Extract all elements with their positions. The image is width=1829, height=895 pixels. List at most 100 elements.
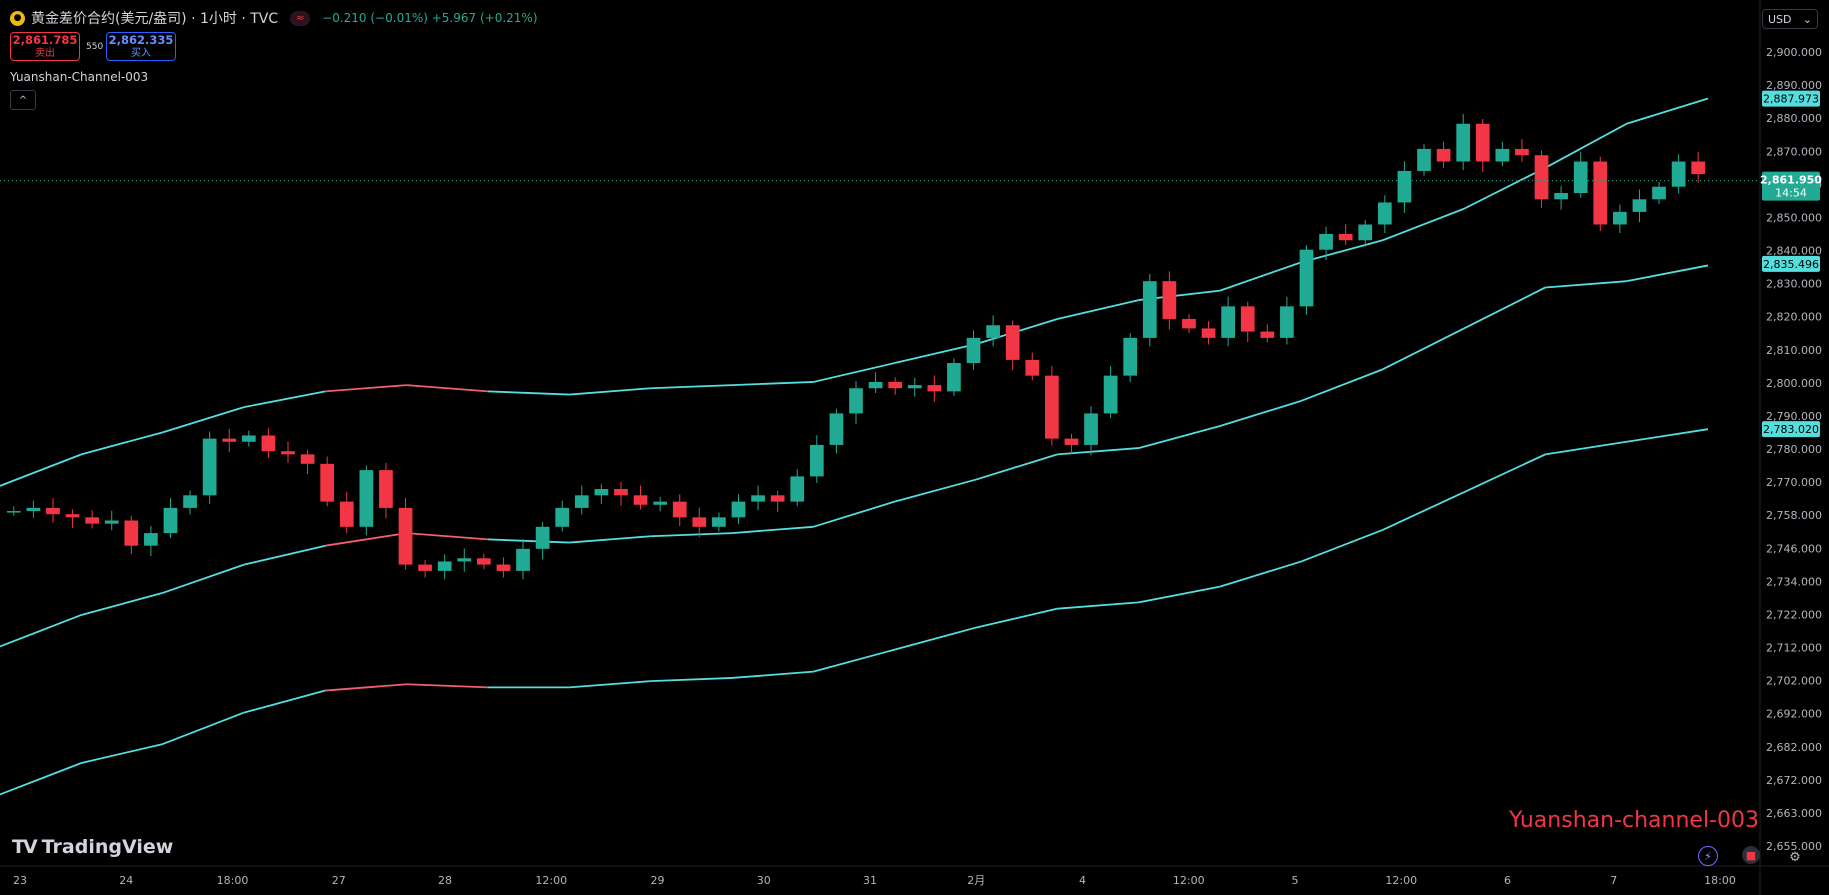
candle-body — [1495, 148, 1510, 162]
channel-upper-segment — [487, 390, 570, 396]
x-tick-label: 6 — [1504, 874, 1511, 887]
channel-upper-segment — [243, 390, 326, 409]
x-tick-label: 12:00 — [1385, 874, 1417, 887]
y-tick-label: 2,672.000 — [1766, 774, 1822, 787]
candle-body — [1671, 161, 1686, 187]
candle-body — [1240, 306, 1255, 332]
x-tick-label: 5 — [1292, 874, 1299, 887]
channel-lower-segment — [813, 648, 895, 673]
indicator-label[interactable]: Yuanshan-Channel-003 — [10, 70, 149, 84]
channel-upper-segment — [1301, 239, 1383, 264]
y-tick-label: 2,870.000 — [1766, 145, 1822, 158]
candle-body — [281, 451, 295, 455]
channel-middle-segment — [1301, 368, 1383, 402]
channel-lower-segment — [243, 689, 326, 714]
candle-body — [1005, 325, 1020, 360]
channel-middle-segment — [1463, 286, 1546, 330]
candle-body — [1319, 233, 1333, 250]
candle-body — [241, 435, 256, 442]
candle-body — [1045, 375, 1059, 439]
y-tick-label: 2,880.000 — [1766, 112, 1822, 125]
x-tick-label: 23 — [13, 874, 27, 887]
channel-upper-segment — [1463, 167, 1546, 210]
candle-body — [672, 501, 687, 518]
channel-lower-segment — [406, 683, 489, 689]
candle-body — [1182, 318, 1196, 329]
channel-middle-segment — [569, 535, 651, 544]
channel-lower-segment — [1626, 428, 1709, 443]
y-tick-label: 2,702.000 — [1766, 675, 1822, 688]
candle-body — [1142, 281, 1157, 338]
channel-middle-segment — [894, 478, 977, 503]
candle-body — [85, 517, 99, 524]
channel-upper-segment — [406, 384, 489, 393]
channel-upper-segment — [1626, 97, 1709, 125]
channel-lower-segment — [731, 670, 814, 679]
channel-middle-segment — [975, 453, 1058, 481]
y-tick-label: 2,890.000 — [1766, 79, 1822, 92]
channel-middle-segment — [1219, 399, 1302, 427]
candle-body — [1299, 249, 1314, 307]
candle-body — [751, 495, 765, 502]
channel-lower-segment — [162, 711, 245, 745]
channel-upper-segment — [1382, 207, 1465, 242]
y-tick-label: 2,734.000 — [1766, 575, 1822, 588]
candle-body — [1613, 211, 1627, 225]
x-tick-label: 2月 — [967, 874, 985, 887]
symbol-title[interactable]: 黄金差价合约(美元/盎司) · 1小时 · TVC — [31, 11, 279, 27]
candle-body — [594, 489, 609, 496]
candle-body — [731, 501, 746, 518]
x-tick-label: 24 — [119, 874, 133, 887]
y-tick-label: 2,663.000 — [1766, 807, 1822, 820]
channel-price-label: 2,835.496 — [1763, 258, 1819, 271]
channel-upper-segment — [650, 384, 733, 390]
y-tick-label: 2,830.000 — [1766, 278, 1822, 291]
tradingview-logo[interactable]: TV TradingView — [12, 836, 174, 858]
channel-middle-segment — [731, 525, 814, 534]
x-tick-label: 31 — [863, 874, 877, 887]
candle-body — [1417, 148, 1431, 171]
x-tick-label: 28 — [438, 874, 452, 887]
candle-body — [1632, 199, 1647, 212]
x-tick-label: 18:00 — [217, 874, 249, 887]
x-tick-label: 7 — [1610, 874, 1617, 887]
chevron-up-icon[interactable]: ^ — [10, 90, 36, 110]
candle-body — [1397, 170, 1412, 203]
candle-body — [457, 558, 472, 562]
channel-price-tag — [1762, 421, 1820, 438]
settings-icon[interactable]: ⚙ — [1789, 849, 1801, 865]
candle-body — [829, 413, 844, 445]
lightning-icon[interactable]: ⚡ — [1698, 846, 1718, 866]
candle-body — [1221, 306, 1235, 338]
candle-body — [320, 463, 335, 502]
candle-body — [1201, 328, 1216, 338]
currency-select[interactable]: USD ⌄ — [1762, 9, 1818, 29]
channel-lower-segment — [81, 743, 163, 764]
candle-body — [1338, 233, 1353, 241]
sell-button[interactable]: 2,861.785 卖出 — [10, 32, 80, 61]
buy-button[interactable]: 2,862.335 买入 — [106, 32, 176, 61]
candle-body — [379, 470, 393, 508]
candle-body — [574, 495, 589, 508]
candle-body — [653, 501, 667, 505]
channel-price-label: 2,887.973 — [1763, 93, 1819, 106]
channel-middle-segment — [325, 532, 407, 547]
channel-upper-segment — [0, 453, 82, 487]
candle-body — [359, 470, 374, 527]
candle-body — [888, 381, 903, 389]
candle-body — [6, 511, 21, 513]
candle-body — [1260, 331, 1275, 338]
candle-body — [477, 558, 491, 565]
candle-body — [202, 438, 217, 496]
candle-body — [947, 363, 961, 392]
gold-coin-icon: ● — [10, 10, 25, 26]
channel-lower-segment — [894, 626, 977, 651]
candle-body — [300, 454, 315, 464]
channel-middle-segment — [1545, 280, 1627, 289]
us-flag-icon[interactable]: ■ — [1742, 846, 1760, 864]
channel-lower-segment — [1219, 560, 1302, 588]
x-tick-label: 27 — [332, 874, 346, 887]
candle-body — [1064, 438, 1079, 445]
symbol-header[interactable]: ● 黄金差价合约(美元/盎司) · 1小时 · TVC ≈ −0.210 (−0… — [10, 8, 538, 28]
